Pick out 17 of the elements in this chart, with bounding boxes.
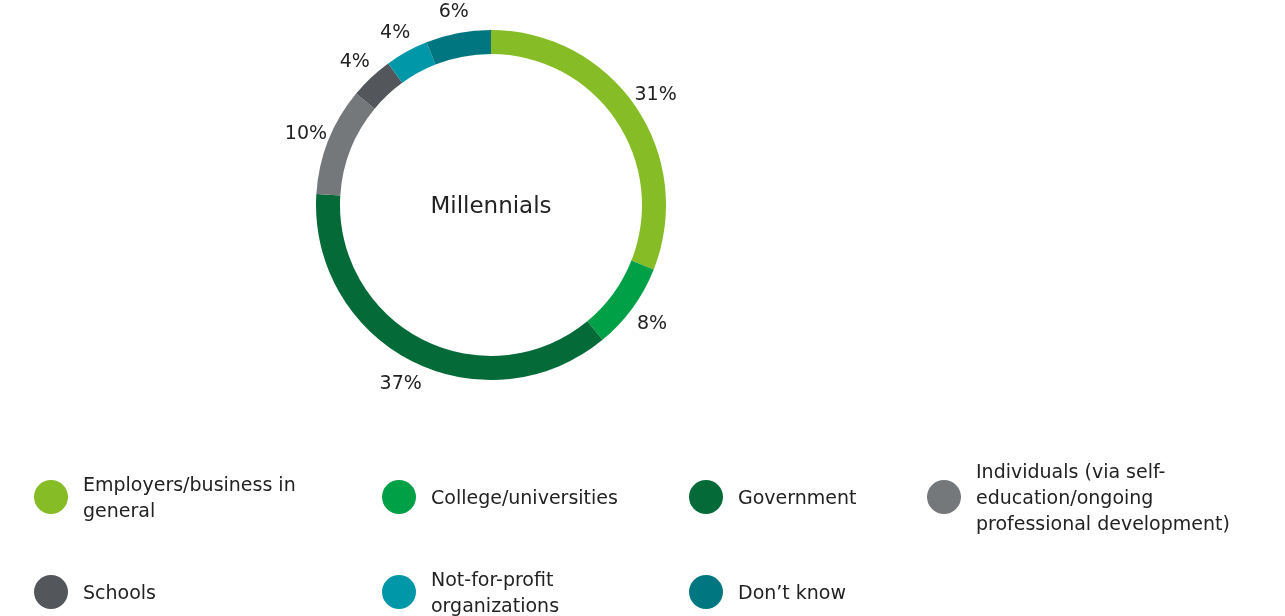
legend-label: Not-for-profit organizations <box>431 568 560 616</box>
legend-label: Government <box>738 486 857 508</box>
legend-label: Individuals (via self-education/ongoing professional development) <box>976 460 1230 534</box>
data-label: 31% <box>634 82 677 105</box>
legend-label: Don’t know <box>738 581 847 603</box>
donut-slice <box>426 30 491 65</box>
donut-slice <box>388 42 436 83</box>
data-label: 8% <box>636 310 668 333</box>
data-label: 4% <box>380 19 411 42</box>
text: Millennials <box>430 192 552 218</box>
data-label: 4% <box>339 48 370 71</box>
data-label: 37% <box>379 371 422 394</box>
data-label: 6% <box>438 0 469 21</box>
data-label: 10% <box>284 120 328 143</box>
legend-label: Schools <box>83 581 156 603</box>
legend-label: Employers/business in general <box>83 473 296 521</box>
legend-label: College/universities <box>431 486 618 508</box>
